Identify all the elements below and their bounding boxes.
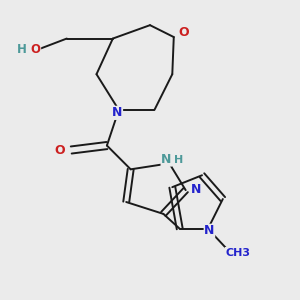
Text: N: N bbox=[204, 224, 214, 237]
Text: N: N bbox=[161, 153, 172, 166]
Text: N: N bbox=[191, 183, 201, 196]
Text: O: O bbox=[31, 43, 40, 56]
Text: O: O bbox=[54, 143, 65, 157]
Text: O: O bbox=[179, 26, 190, 39]
Text: CH3: CH3 bbox=[225, 248, 250, 257]
Text: H: H bbox=[17, 43, 27, 56]
Text: H: H bbox=[174, 154, 183, 164]
Text: N: N bbox=[112, 106, 122, 119]
